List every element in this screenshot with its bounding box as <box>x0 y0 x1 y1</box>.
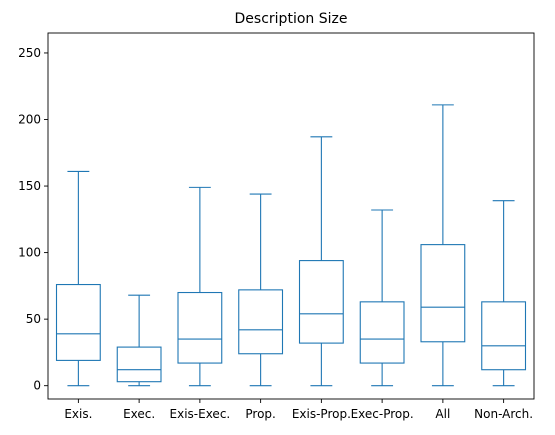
box-8 <box>481 200 527 387</box>
y-tick-label: 100 <box>18 246 41 260</box>
y-tick-label: 150 <box>18 179 41 193</box>
x-tick-label: Prop. <box>245 407 275 421</box>
x-tick-label: Exis-Exec. <box>170 407 231 421</box>
x-tick-label: Non-Arch. <box>474 407 533 421</box>
box-4 <box>238 193 284 387</box>
x-tick-label: Exis-Prop. <box>292 407 351 421</box>
y-tick-label: 50 <box>26 312 41 326</box>
iqr-box <box>481 301 527 371</box>
box-2 <box>116 294 162 387</box>
x-tick-label: All <box>435 407 450 421</box>
y-tick-label: 200 <box>18 113 41 127</box>
box-6 <box>359 209 405 387</box>
x-tick-label: Exec. <box>123 407 155 421</box>
iqr-box <box>177 291 223 364</box>
iqr-box <box>298 260 344 344</box>
y-axis: 0 50 100 150 200 250 <box>18 46 48 393</box>
box-5 <box>298 136 344 387</box>
iqr-box <box>238 289 284 355</box>
y-tick-label: 0 <box>33 379 41 393</box>
iqr-box <box>420 244 466 343</box>
plot-area <box>55 104 527 387</box>
chart-title: Description Size <box>235 11 348 27</box>
iqr-box <box>55 283 101 361</box>
box-7 <box>420 104 466 387</box>
x-tick-label: Exis. <box>64 407 92 421</box>
iqr-box <box>116 346 162 383</box>
iqr-box <box>359 301 405 364</box>
box-3 <box>177 186 223 387</box>
axes-frame <box>47 32 535 400</box>
box-1 <box>55 170 101 387</box>
x-tick-label: Exec-Prop. <box>351 407 414 421</box>
x-axis: Exis. Exec. Exis-Exec. Prop. Exis-Prop. Exec-… <box>64 399 533 421</box>
y-tick-label: 250 <box>18 46 41 60</box>
